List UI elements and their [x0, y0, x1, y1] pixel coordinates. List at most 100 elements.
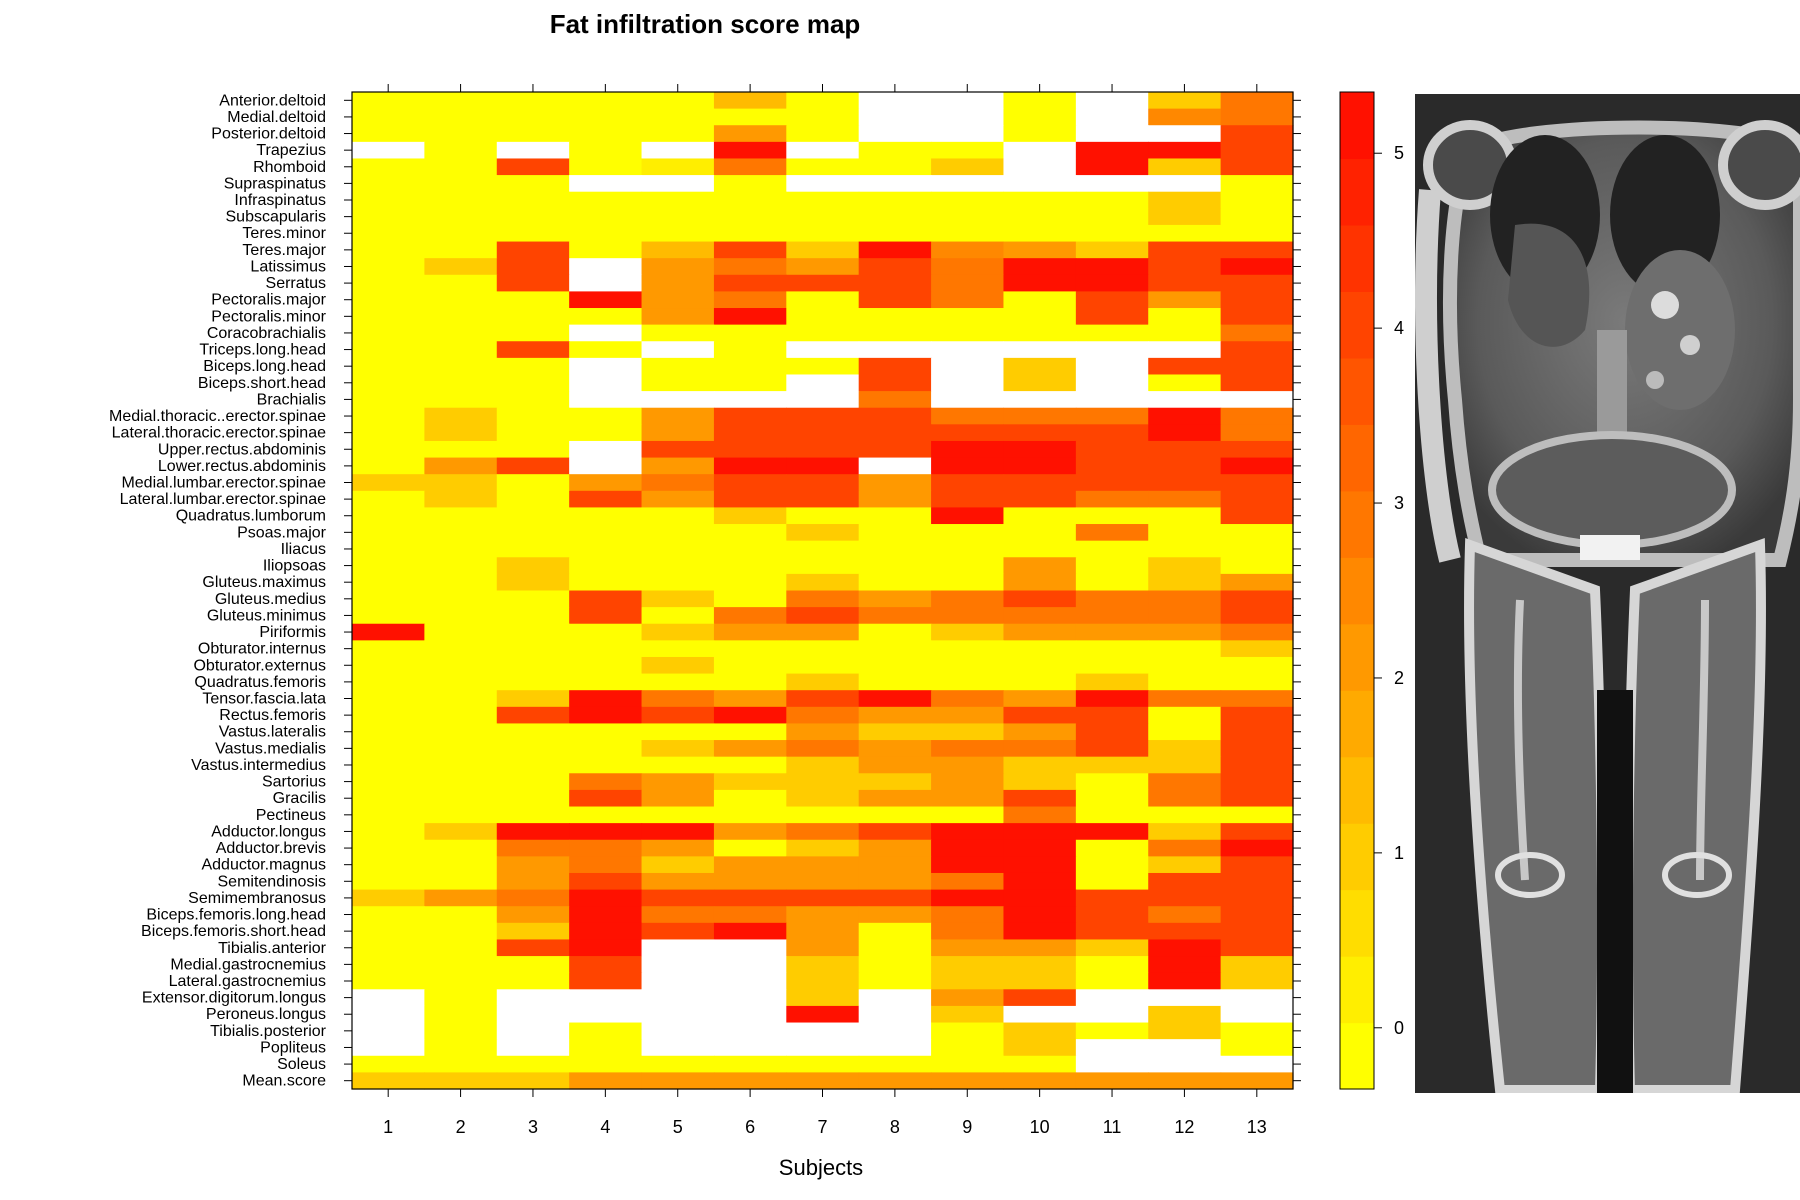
heatmap-cell [713, 573, 787, 592]
heatmap-cell [641, 308, 715, 326]
heatmap-cell [496, 1005, 570, 1024]
heatmap-cell [352, 158, 425, 176]
heatmap-cell [641, 906, 715, 924]
heatmap-cell [569, 706, 643, 725]
heatmap-cell [1075, 407, 1149, 425]
heatmap-cell [858, 723, 932, 741]
row-label: Adductor.longus [211, 823, 326, 840]
heatmap-cell [1003, 490, 1077, 509]
heatmap-cell [1220, 906, 1294, 924]
heatmap-cell [496, 175, 570, 193]
heatmap-cell [713, 108, 787, 126]
heatmap-cell [1075, 1072, 1149, 1090]
heatmap-cell [1003, 407, 1077, 425]
heatmap-cell [713, 125, 787, 143]
heatmap-cell [641, 424, 715, 442]
heatmap-cell [713, 524, 787, 542]
heatmap-cell [786, 989, 860, 1007]
heatmap-cell [1220, 374, 1294, 392]
heatmap-cell [569, 922, 643, 941]
heatmap-cell [858, 889, 932, 907]
heatmap-cell [1148, 208, 1222, 226]
row-label: Upper.rectus.abdominis [158, 441, 326, 458]
heatmap-cell [1075, 856, 1149, 874]
row-label: Teres.major [242, 242, 326, 259]
heatmap-cell [496, 906, 570, 924]
heatmap-cell [569, 158, 643, 176]
heatmap-cell [1075, 806, 1149, 824]
heatmap-cell [858, 141, 932, 160]
heatmap-cell [424, 557, 498, 575]
heatmap-cell [1148, 1055, 1222, 1073]
heatmap-cell [641, 241, 715, 259]
heatmap-cell [1220, 607, 1294, 625]
heatmap-cell [569, 806, 643, 824]
heatmap-cell [858, 906, 932, 924]
heatmap-cell [1003, 972, 1077, 990]
heatmap-cell [1148, 241, 1222, 259]
heatmap-cell [569, 640, 643, 658]
heatmap-cell [641, 690, 715, 708]
heatmap-cell [1075, 789, 1149, 808]
heatmap-cell [931, 789, 1005, 808]
heatmap-cell [1003, 191, 1077, 209]
heatmap-cell [569, 656, 643, 675]
row-label: Infraspinatus [234, 192, 326, 209]
heatmap-cell [424, 1072, 498, 1090]
heatmap-cell [424, 789, 498, 808]
heatmap-cell [931, 673, 1005, 691]
heatmap-cell [569, 125, 643, 143]
heatmap-cell [496, 706, 570, 725]
heatmap-cell [713, 308, 787, 326]
heatmap-cell [931, 922, 1005, 941]
heatmap-cell [1003, 1005, 1077, 1024]
heatmap-cell [424, 590, 498, 608]
heatmap-cell [931, 175, 1005, 193]
heatmap-cell [424, 324, 498, 342]
heatmap-cell [424, 889, 498, 907]
heatmap-cell [1003, 391, 1077, 409]
heatmap-cell [858, 274, 932, 292]
row-label: Quadratus.lumborum [176, 508, 326, 525]
heatmap-cell [641, 108, 715, 126]
heatmap-cell [352, 524, 425, 542]
heatmap-cell [713, 823, 787, 841]
heatmap-cell [424, 1022, 498, 1040]
heatmap-cell [713, 939, 787, 957]
heatmap-cell [352, 723, 425, 741]
heatmap-cell [1220, 806, 1294, 824]
heatmap-cell [424, 457, 498, 475]
heatmap-cell [931, 141, 1005, 160]
heatmap-cell [424, 407, 498, 425]
heatmap-cell [352, 557, 425, 575]
heatmap-cell [1148, 573, 1222, 592]
colorbar-swatch [1340, 424, 1374, 492]
x-tick-label: 9 [962, 1117, 972, 1137]
heatmap-cell [641, 839, 715, 857]
heatmap-cell [713, 839, 787, 857]
heatmap-cell [713, 756, 787, 774]
heatmap-cell [858, 773, 932, 791]
row-label: Pectineus [256, 807, 326, 824]
heatmap-cell [569, 258, 643, 276]
row-label: Obturator.internus [198, 641, 326, 658]
row-label: Trapezius [256, 142, 326, 159]
colorbar-swatch [1340, 291, 1374, 359]
colorbar-frame [1339, 91, 1375, 1090]
heatmap-cell [1148, 723, 1222, 741]
heatmap-cell [424, 241, 498, 259]
row-label: Gluteus.medius [215, 591, 326, 608]
colorbar-tick-label: 0 [1394, 1018, 1404, 1038]
heatmap-cell [1220, 141, 1294, 160]
heatmap-cell [1220, 839, 1294, 857]
heatmap-cell [931, 357, 1005, 376]
heatmap-cell [1148, 939, 1222, 957]
heatmap-cell [424, 391, 498, 409]
heatmap-cell [569, 856, 643, 874]
heatmap-cell [931, 723, 1005, 741]
heatmap-cell [424, 490, 498, 509]
heatmap-cell [1075, 308, 1149, 326]
heatmap-cell [496, 474, 570, 492]
heatmap-cell [858, 374, 932, 392]
colorbar-swatch [1340, 690, 1374, 758]
